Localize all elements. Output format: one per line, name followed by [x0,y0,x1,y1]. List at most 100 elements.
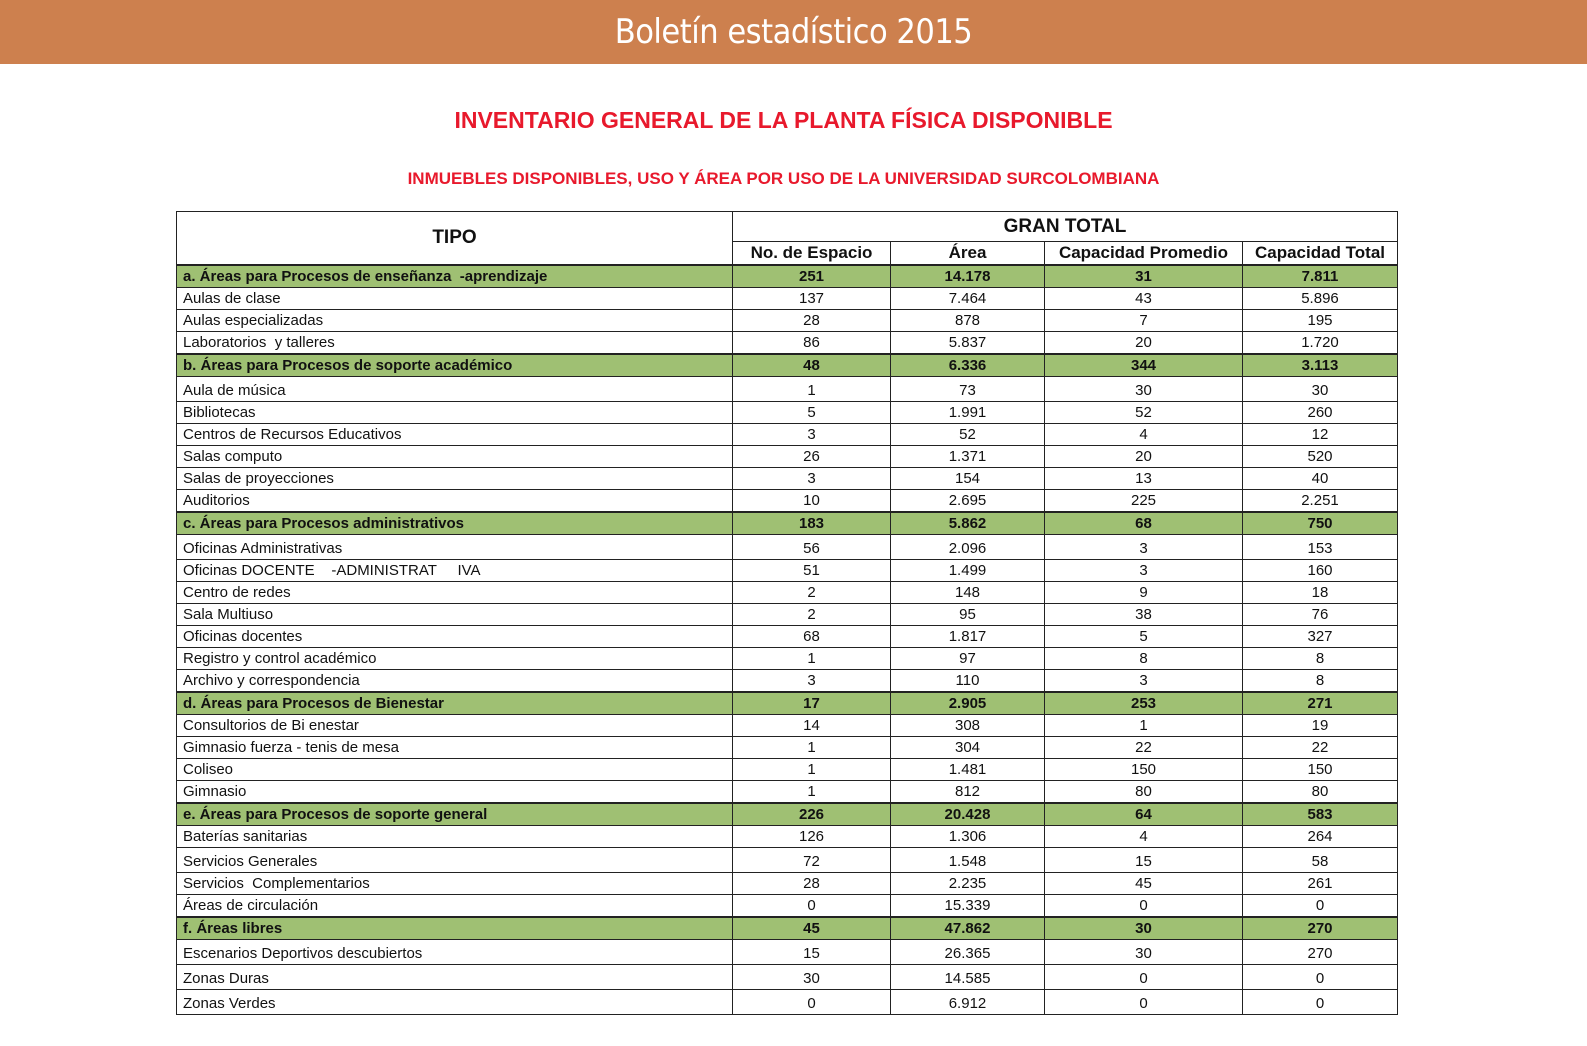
cell-area: 1.306 [890,825,1045,848]
cell-capacidad-promedio: 80 [1044,780,1243,804]
cell-capacidad-promedio: 30 [1044,939,1243,965]
row-label: Sala Multiuso [176,603,733,626]
table-row: Gimnasio fuerza - tenis de mesa 1 304 22 22 [176,736,1398,759]
table-row: Salas de proyecciones 3 154 13 40 [176,467,1398,490]
cell-capacidad-promedio: 22 [1044,736,1243,759]
cell-area: 5.862 [890,511,1045,535]
column-header: Capacidad Promedio [1044,241,1243,266]
row-label: Áreas de circulación [176,894,733,918]
row-label: Baterías sanitarias [176,825,733,848]
cell-area: 52 [890,423,1045,446]
cell-capacidad-total: 7.811 [1242,264,1398,288]
cell-espacios: 251 [732,264,891,288]
row-label: Auditorios [176,489,733,513]
category-row: c. Áreas para Procesos administrativos 18… [176,511,1398,535]
cell-area: 878 [890,309,1045,332]
cell-capacidad-total: 150 [1242,758,1398,781]
cell-espacios: 1 [732,647,891,670]
table-row: Archivo y correspondencia 3 110 3 8 [176,669,1398,693]
cell-capacidad-total: 19 [1242,714,1398,737]
cell-area: 1.991 [890,401,1045,424]
cell-area: 1.817 [890,625,1045,648]
cell-capacidad-promedio: 15 [1044,847,1243,873]
cell-espacios: 1 [732,780,891,804]
row-label: Centro de redes [176,581,733,604]
cell-capacidad-promedio: 225 [1044,489,1243,513]
table-row: Centros de Recursos Educativos 3 52 4 12 [176,423,1398,446]
category-row: f. Áreas libres 45 47.862 30 270 [176,916,1398,940]
row-label: Aulas especializadas [176,309,733,332]
cell-area: 2.695 [890,489,1045,513]
row-label: Centros de Recursos Educativos [176,423,733,446]
row-label: d. Áreas para Procesos de Bienestar [176,691,733,715]
cell-capacidad-promedio: 68 [1044,511,1243,535]
cell-capacidad-total: 76 [1242,603,1398,626]
row-label: Zonas Duras [176,964,733,990]
cell-capacidad-total: 18 [1242,581,1398,604]
banner-title: Boletín estadístico 2015 [0,0,1587,64]
cell-espacios: 86 [732,331,891,355]
row-label: Escenarios Deportivos descubiertos [176,939,733,965]
row-label: Consultorios de Bi enestar [176,714,733,737]
cell-capacidad-total: 8 [1242,647,1398,670]
cell-capacidad-promedio: 344 [1044,353,1243,377]
row-label: a. Áreas para Procesos de enseñanza -apr… [176,264,733,288]
cell-capacidad-total: 1.720 [1242,331,1398,355]
row-label: Oficinas docentes [176,625,733,648]
cell-espacios: 45 [732,916,891,940]
row-label: b. Áreas para Procesos de soporte académ… [176,353,733,377]
table-row: Escenarios Deportivos descubiertos 15 26.3… [176,939,1398,965]
cell-capacidad-promedio: 8 [1044,647,1243,670]
cell-espacios: 2 [732,603,891,626]
row-label: Oficinas Administrativas [176,534,733,560]
cell-area: 308 [890,714,1045,737]
cell-capacidad-promedio: 43 [1044,287,1243,310]
cell-capacidad-total: 271 [1242,691,1398,715]
row-label: Gimnasio [176,780,733,804]
page-subtitle: INMUEBLES DISPONIBLES, USO Y ÁREA POR US… [407,169,1160,188]
cell-capacidad-total: 520 [1242,445,1398,468]
cell-area: 1.371 [890,445,1045,468]
cell-capacidad-total: 40 [1242,467,1398,490]
cell-capacidad-total: 8 [1242,669,1398,693]
cell-area: 15.339 [890,894,1045,918]
category-row: e. Áreas para Procesos de soporte genera… [176,802,1398,826]
row-label: Servicios Complementarios [176,872,733,895]
cell-capacidad-promedio: 5 [1044,625,1243,648]
row-label: Oficinas DOCENTE -ADMINISTRAT IVA [176,559,733,582]
cell-espacios: 28 [732,309,891,332]
cell-capacidad-promedio: 7 [1044,309,1243,332]
table-row: Servicios Complementarios 28 2.235 45 261 [176,872,1398,895]
cell-capacidad-total: 260 [1242,401,1398,424]
row-label: Coliseo [176,758,733,781]
cell-capacidad-promedio: 4 [1044,825,1243,848]
row-label: Aula de música [176,376,733,402]
tipo-header: TIPO [176,211,733,266]
cell-capacidad-total: 2.251 [1242,489,1398,513]
cell-capacidad-promedio: 0 [1044,964,1243,990]
cell-capacidad-total: 583 [1242,802,1398,826]
row-label: Salas de proyecciones [176,467,733,490]
cell-capacidad-promedio: 38 [1044,603,1243,626]
cell-area: 5.837 [890,331,1045,355]
cell-area: 1.481 [890,758,1045,781]
column-header: Área [890,241,1045,266]
cell-espacios: 3 [732,467,891,490]
cell-capacidad-total: 195 [1242,309,1398,332]
table-row: Gimnasio 1 812 80 80 [176,780,1398,804]
table-row: Zonas Duras 30 14.585 0 0 [176,964,1398,990]
cell-espacios: 137 [732,287,891,310]
cell-area: 14.585 [890,964,1045,990]
row-label: Zonas Verdes [176,989,733,1015]
cell-capacidad-promedio: 45 [1044,872,1243,895]
cell-capacidad-promedio: 9 [1044,581,1243,604]
cell-capacidad-total: 0 [1242,894,1398,918]
cell-area: 110 [890,669,1045,693]
cell-capacidad-total: 153 [1242,534,1398,560]
table-row: Servicios Generales 72 1.548 15 58 [176,847,1398,873]
cell-area: 148 [890,581,1045,604]
cell-capacidad-total: 3.113 [1242,353,1398,377]
cell-capacidad-total: 22 [1242,736,1398,759]
cell-area: 47.862 [890,916,1045,940]
cell-area: 14.178 [890,264,1045,288]
